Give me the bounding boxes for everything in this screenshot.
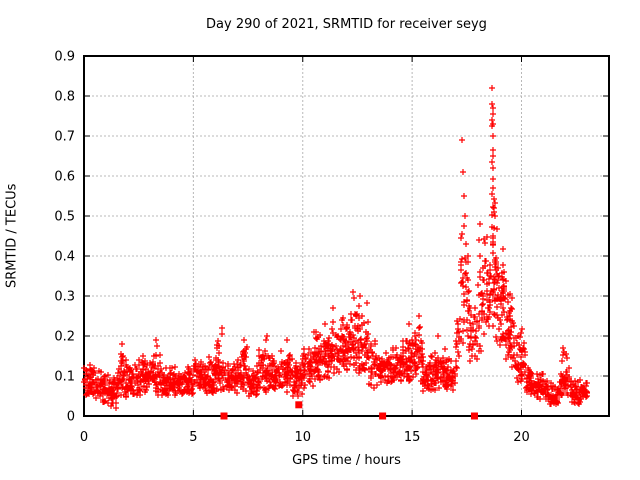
y-tick-label: 0.6 [54, 170, 75, 185]
event-square-marker [295, 401, 303, 409]
data-points [81, 85, 590, 411]
x-axis-title: GPS time / hours [292, 453, 401, 468]
y-tick-label: 0.9 [54, 50, 75, 65]
grid-lines [84, 56, 609, 416]
y-tick-label: 0.5 [54, 210, 75, 225]
y-tick-label: 0.8 [54, 90, 75, 105]
y-tick-label: 0 [67, 410, 75, 425]
y-tick-label: 0.1 [54, 370, 75, 385]
x-tick-label: 20 [513, 430, 530, 445]
y-tick-label: 0.2 [54, 330, 75, 345]
y-tick-label: 0.4 [54, 250, 75, 265]
y-axis-title: SRMTID / TECUs [4, 183, 20, 289]
plot-border [83, 55, 610, 417]
event-square-marker [220, 412, 228, 420]
x-tick-label: 5 [189, 430, 197, 445]
event-square-marker [470, 412, 478, 420]
chart-title: Day 290 of 2021, SRMTID for receiver sey… [206, 17, 487, 32]
x-tick-label: 15 [404, 430, 421, 445]
y-tick-label: 0.7 [54, 130, 75, 145]
x-tick-label: 0 [80, 430, 88, 445]
y-tick-label: 0.3 [54, 290, 75, 305]
x-tick-label: 10 [294, 430, 311, 445]
event-square-marker [379, 412, 387, 420]
